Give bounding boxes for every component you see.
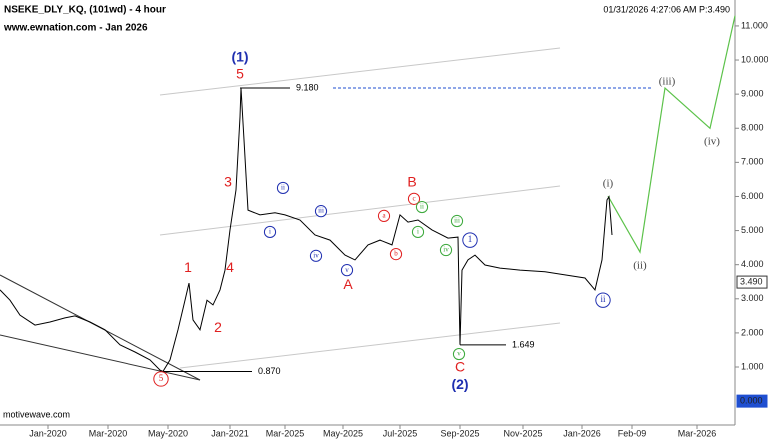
y-tick-label: 3.000 <box>741 293 764 303</box>
label-circle <box>407 192 421 205</box>
wave-label: 1 <box>468 234 473 244</box>
wave-label: c <box>412 194 415 202</box>
wave-label: ii <box>281 184 285 192</box>
price-line <box>0 87 613 373</box>
price-level-label: 1.649 <box>512 339 535 349</box>
wedge-line <box>0 334 201 381</box>
x-tick-label: Feb-09 <box>618 428 647 438</box>
timestamp: 01/31/2026 4:27:06 AM P:3.490 <box>603 4 730 14</box>
wave-label: v <box>345 266 349 274</box>
x-tick-label: Sep-2025 <box>440 428 479 438</box>
x-tick-label: Mar-2026 <box>678 428 717 438</box>
channel-line <box>159 185 561 236</box>
wave-label: iv <box>313 251 319 259</box>
y-tick-label: 1.000 <box>741 361 764 371</box>
x-tick-label: Jan-2026 <box>563 428 601 438</box>
wave-label: 3 <box>224 174 232 190</box>
wave-label: (2) <box>451 376 468 392</box>
label-circle <box>415 200 429 214</box>
wave-label: 2 <box>214 319 222 335</box>
wave-label: A <box>343 276 353 292</box>
wave-label: (iv) <box>704 135 720 147</box>
wave-label: ii <box>600 294 606 304</box>
label-circle <box>314 205 328 218</box>
label-circle <box>450 214 464 228</box>
wave-label: 5 <box>236 66 244 82</box>
y-tick-label: 6.000 <box>741 191 764 201</box>
y-tick-label: 2.000 <box>741 327 764 337</box>
label-circle <box>462 232 478 248</box>
label-circle <box>340 264 354 277</box>
channel-lines <box>0 47 561 381</box>
x-tick-label: May-2020 <box>148 428 188 438</box>
y-tick-label: 9.000 <box>741 89 764 99</box>
label-circle <box>439 243 453 257</box>
footer: motivewave.com <box>3 409 70 419</box>
projection-line <box>607 15 736 254</box>
channel-line <box>179 322 561 369</box>
label-circle <box>452 347 466 361</box>
wave-label: iii <box>454 217 460 225</box>
wave-label: 4 <box>226 259 234 275</box>
wave-label: a <box>382 212 386 220</box>
x-tick-label: Mar-2025 <box>266 428 305 438</box>
indicator-label: 0.000 <box>740 395 763 405</box>
wave-label: (ii) <box>633 260 647 272</box>
channel-line <box>159 47 561 96</box>
indicator-box <box>736 394 768 408</box>
label-circle <box>276 181 290 195</box>
wave-label: (iii) <box>659 75 676 87</box>
x-tick-label: Nov-2025 <box>503 428 542 438</box>
wave-label: 1 <box>184 259 192 275</box>
chart-subtitle: www.ewnation.com - Jan 2026 <box>3 23 148 34</box>
label-circle <box>389 248 403 261</box>
wave-label: v <box>457 350 461 358</box>
label-circle <box>153 371 169 387</box>
y-tick-label: 7.000 <box>741 157 764 167</box>
label-circle <box>411 225 425 239</box>
y-tick-label: 5.000 <box>741 225 764 235</box>
label-circle <box>263 225 277 239</box>
wave-label: B <box>407 174 416 190</box>
x-tick-label: Jan-2021 <box>211 428 249 438</box>
wave-label: iv <box>443 246 449 254</box>
price-level-label: 9.180 <box>296 82 319 92</box>
x-tick-label: Mar-2020 <box>89 428 128 438</box>
current_price-box <box>736 275 768 289</box>
wave-label: (1) <box>231 49 248 65</box>
label-circle <box>377 209 391 223</box>
x-tick-label: May-2025 <box>323 428 363 438</box>
wave-label: C <box>455 359 465 375</box>
chart-title: NSEKE_DLY_KQ, (101wd) - 4 hour <box>4 5 166 16</box>
wave-label: i <box>269 228 271 236</box>
y-tick-label: 4.000 <box>741 259 764 269</box>
x-tick-label: Jan-2020 <box>29 428 67 438</box>
wave-label: 5 <box>159 373 164 383</box>
wave-label: i <box>417 228 419 236</box>
price-level-label: 0.870 <box>258 366 281 376</box>
x-tick-label: Jul-2025 <box>383 428 418 438</box>
y-tick-label: 10.000 <box>741 54 768 64</box>
wave-label: b <box>394 250 398 258</box>
current_price-label: 3.490 <box>740 276 763 286</box>
label-circle <box>309 249 323 262</box>
wave-label: ii <box>420 203 424 211</box>
y-tick-label: 8.000 <box>741 123 764 133</box>
wave-label: (i) <box>603 177 614 189</box>
y-tick-label: 11.000 <box>741 20 768 30</box>
label-circle <box>595 292 611 308</box>
wave-label: iii <box>318 207 324 215</box>
